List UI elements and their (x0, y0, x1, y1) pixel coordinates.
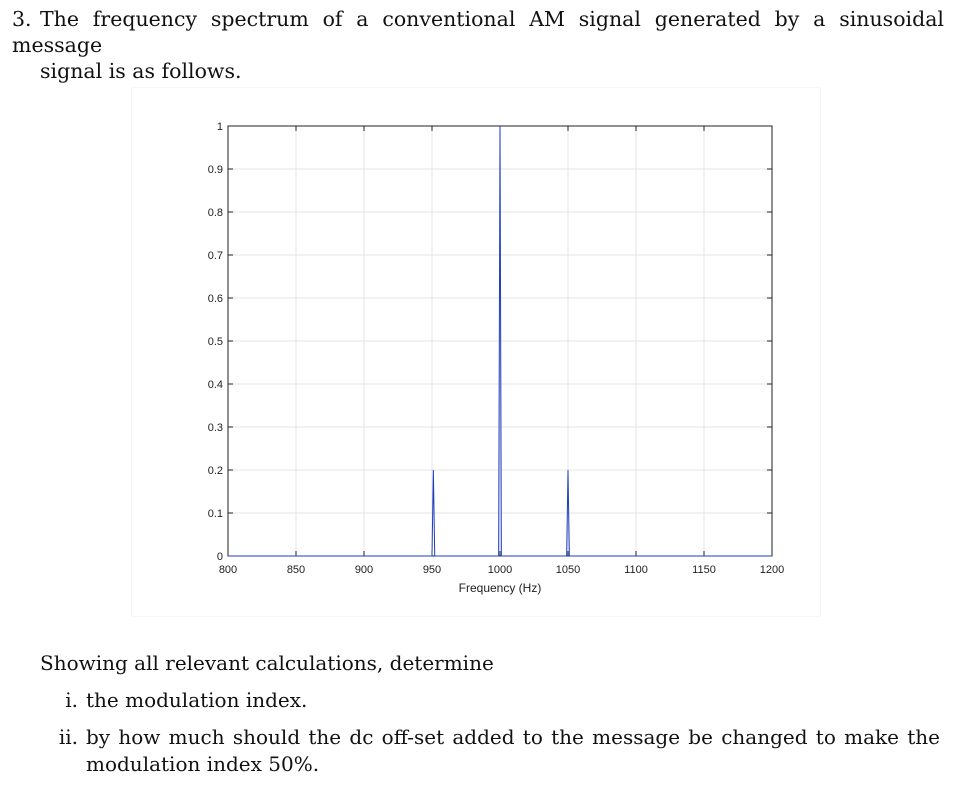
question-number: 3. (12, 7, 32, 31)
question-text: 3. The frequency spectrum of a convention… (12, 6, 944, 84)
spectrum-series-line (228, 125, 772, 557)
task-intro: Showing all relevant calculations, deter… (40, 651, 494, 675)
y-tick-label: 0.9 (208, 164, 223, 176)
y-tick-label: 0.8 (208, 207, 223, 219)
y-tick-label: 0.6 (208, 293, 223, 305)
task-item-1: i. the modulation index. (40, 687, 940, 714)
task-marker-2: ii. (58, 725, 78, 749)
x-tick-label: 1000 (488, 564, 512, 576)
x-tick-label: 1100 (624, 564, 648, 576)
x-axis-title: Frequency (Hz) (459, 581, 542, 595)
x-tick-label: 850 (287, 564, 305, 576)
y-tick-label: 0.1 (208, 508, 223, 520)
chart-ticks (227, 125, 773, 557)
spectrum-chart-svg: 800 850 900 950 1000 1050 1100 1150 1200 0 0.1 0.2 0… (208, 121, 785, 595)
x-tick-label: 1200 (760, 564, 784, 576)
x-tick-label: 1050 (556, 564, 580, 576)
task-text-2: by how much should the dc off-set added … (86, 725, 940, 776)
y-tick-label: 0.7 (208, 250, 223, 262)
task-list: i. the modulation index. ii. by how much… (40, 687, 940, 788)
task-item-2: ii. by how much should the dc off-set ad… (40, 724, 940, 778)
x-tick-label: 800 (219, 564, 237, 576)
x-tick-label: 900 (355, 564, 373, 576)
y-tick-label: 0.3 (208, 422, 223, 434)
spectrum-chart: 800 850 900 950 1000 1050 1100 1150 1200 0 0.1 0.2 0… (132, 88, 820, 616)
y-tick-label: 0.5 (208, 336, 223, 348)
y-tick-label: 1 (217, 121, 223, 133)
chart-tick-labels: 800 850 900 950 1000 1050 1100 1150 1200 0 0.1 0.2 0… (208, 121, 785, 576)
y-tick-label: 0.4 (208, 379, 223, 391)
question-line-2: signal is as follows. (40, 59, 242, 83)
y-tick-label: 0.2 (208, 465, 223, 477)
task-text-1: the modulation index. (86, 688, 308, 712)
question-line-1: The frequency spectrum of a conventional… (12, 7, 944, 57)
x-tick-label: 950 (423, 564, 441, 576)
y-tick-label: 0 (217, 551, 223, 563)
task-marker-1: i. (65, 688, 78, 712)
x-tick-label: 1150 (692, 564, 716, 576)
